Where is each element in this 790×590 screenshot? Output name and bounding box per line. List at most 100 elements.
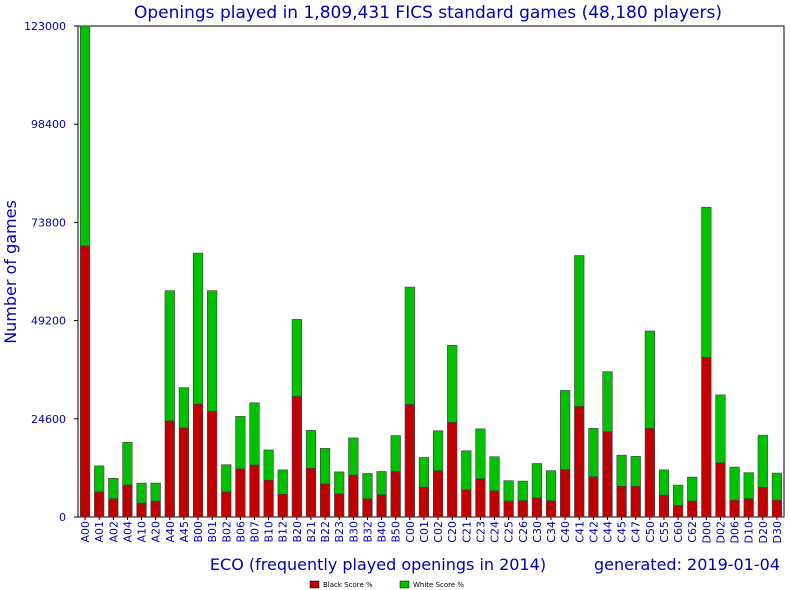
bar-B07-white (249, 402, 260, 466)
x-tick-label: A01 (93, 521, 106, 543)
bar-B06-black (235, 468, 246, 518)
bar-B40-black (376, 494, 387, 518)
bar-C00-white (404, 286, 415, 405)
x-tick-label: C44 (602, 521, 615, 543)
bar-C25-white (503, 480, 514, 502)
x-tick-label: C62 (686, 521, 699, 543)
x-tick-label: D10 (743, 521, 756, 543)
x-tick-label: B50 (390, 521, 403, 543)
x-tick-label: C23 (474, 521, 487, 543)
bar-C55-white (658, 469, 670, 496)
bar-B02-white (221, 464, 232, 493)
bar-C44-black (602, 431, 613, 518)
bar-C40-white (560, 390, 571, 470)
x-axis-title: ECO (frequently played openings in 2014) (210, 555, 546, 574)
x-tick-label: C60 (672, 521, 685, 543)
x-tick-label: D20 (757, 521, 770, 543)
bar-A04-black (122, 484, 133, 518)
bar-B23-black (334, 493, 345, 518)
bar-C26-black (517, 500, 528, 518)
bar-C24-white (489, 456, 500, 491)
bar-C45-white (616, 454, 627, 487)
x-tick-label: C26 (517, 521, 530, 543)
bar-A10-white (136, 482, 147, 504)
x-tick-label: C30 (531, 521, 544, 543)
x-tick-label: C50 (644, 521, 657, 543)
bar-C01-black (418, 486, 430, 518)
bar-D30-white (771, 472, 783, 501)
y-tick-label: 24600 (31, 413, 66, 426)
x-tick-label: C01 (418, 521, 431, 543)
bar-D02-black (715, 462, 726, 518)
bar-C34-black (545, 500, 557, 518)
x-tick-label: C25 (503, 521, 516, 543)
legend-swatch-black (309, 580, 320, 589)
x-tick-label: A10 (136, 521, 149, 543)
bar-D30-black (771, 499, 783, 518)
bar-B21-black (305, 467, 317, 518)
bar-C25-black (503, 500, 514, 518)
bar-B20-black (291, 396, 302, 518)
generated-date: generated: 2019-01-04 (594, 555, 780, 574)
bar-A04-white (122, 442, 133, 486)
bar-C42-black (588, 476, 599, 518)
bar-C02-black (432, 470, 444, 518)
x-tick-label: B21 (305, 521, 318, 543)
bar-A45-white (178, 387, 190, 429)
x-tick-label: C20 (446, 521, 459, 543)
bar-B23-white (334, 471, 345, 495)
y-tick-label: 123000 (24, 20, 66, 33)
x-tick-label: B01 (206, 521, 219, 543)
x-tick-label: C21 (460, 521, 473, 543)
x-tick-label: C00 (404, 521, 417, 543)
x-tick-label: B06 (234, 521, 247, 543)
bar-B01-black (207, 410, 218, 518)
bar-C01-white (418, 457, 430, 488)
bar-B12-white (277, 469, 288, 495)
x-tick-label: C24 (489, 521, 502, 543)
x-tick-label: B07 (249, 521, 262, 543)
x-tick-label: B20 (291, 521, 304, 543)
bar-C60-black (672, 505, 684, 518)
bar-B40-white (376, 471, 387, 495)
bar-C44-white (602, 371, 613, 432)
x-tick-label: C42 (587, 521, 600, 543)
bar-D02-white (715, 394, 726, 464)
bar-C47-white (630, 456, 641, 487)
bar-A40-black (164, 420, 175, 518)
bar-B00-white (192, 252, 204, 405)
bar-D20-white (757, 434, 768, 488)
bar-C50-black (644, 428, 655, 518)
x-tick-label: C02 (432, 521, 445, 543)
x-tick-label: A04 (121, 521, 134, 543)
bar-B01-white (207, 290, 218, 412)
x-tick-label: C40 (559, 521, 572, 543)
x-tick-label: C45 (616, 521, 629, 543)
x-tick-label: C34 (545, 521, 558, 543)
bar-A00-white (79, 25, 91, 247)
bar-B12-black (277, 493, 288, 518)
bar-C23-white (475, 428, 486, 479)
bar-C00-black (404, 404, 415, 518)
bar-C40-black (560, 469, 571, 518)
bar-D10-black (743, 498, 754, 518)
bar-C20-white (447, 345, 458, 423)
x-tick-label: D02 (714, 521, 727, 543)
legend-label-white: White Score % (413, 581, 464, 589)
y-tick-label: 0 (59, 511, 66, 524)
bar-C41-black (574, 406, 585, 518)
bar-A45-black (178, 427, 190, 518)
legend: Black Score % White Score % (309, 580, 464, 589)
bar-C30-black (531, 497, 542, 518)
x-tick-label: B32 (361, 521, 374, 543)
bar-B07-black (249, 464, 260, 518)
legend-swatch-white (399, 580, 410, 589)
bar-D06-black (729, 499, 740, 518)
bar-A02-white (108, 477, 119, 499)
bar-A01-black (94, 491, 105, 518)
x-axis-ticks: A00 A01 A02 A04 A10 A20 A40 A45 B00 B01 B02 B06 B07 B… (79, 517, 784, 543)
bar-C20-black (447, 422, 458, 518)
x-tick-label: B30 (347, 521, 360, 543)
x-tick-label: D00 (700, 521, 713, 543)
